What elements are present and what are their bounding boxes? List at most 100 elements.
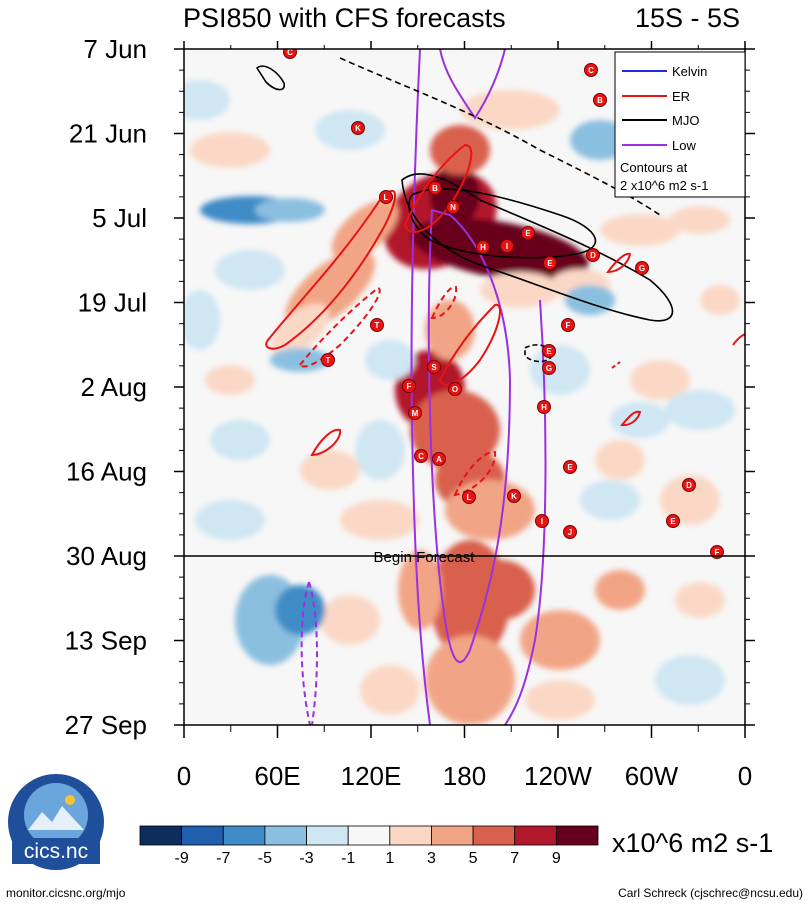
storm-marker-symbol: [542, 361, 556, 375]
field-blob: [465, 560, 535, 620]
y-tick-label: 27 Sep: [65, 710, 147, 740]
colorbar-swatch: [472, 825, 516, 846]
storm-marker-symbol: [414, 449, 428, 463]
field-blob: [660, 475, 720, 525]
y-tick-label: 2 Aug: [80, 372, 147, 402]
legend-label-er: ER: [672, 89, 690, 104]
storm-marker: E: [521, 226, 535, 240]
storm-marker-symbol: [542, 344, 556, 358]
field-blob: [205, 365, 255, 395]
colorbar: -9 -7 -5 -3 -1 1 3 5 7 9: [139, 825, 599, 867]
field-blob: [675, 582, 725, 618]
storm-marker: G: [635, 261, 649, 275]
legend-label-kelvin: Kelvin: [672, 64, 707, 79]
colorbar-swatch: [264, 825, 307, 846]
field-blob: [460, 90, 560, 130]
colorbar-swatch: [555, 825, 599, 846]
footer-url: monitor.cicsnc.org/mjo: [6, 886, 126, 900]
colorbar-swatch: [139, 825, 183, 846]
storm-marker-symbol: [521, 226, 535, 240]
storm-marker-letter: J: [568, 528, 572, 537]
y-tick-label: 16 Aug: [66, 457, 147, 487]
storm-marker: O: [448, 382, 462, 396]
storm-marker-letter: N: [450, 203, 456, 212]
storm-marker-symbol: [586, 248, 600, 262]
storm-marker-symbol: [462, 490, 476, 504]
storm-marker-symbol: [543, 256, 557, 270]
colorbar-swatch: [347, 825, 391, 846]
y-tick-label: 7 Jun: [83, 34, 147, 64]
storm-marker: D: [586, 248, 600, 262]
field-blob: [425, 300, 475, 360]
colorbar-label: 7: [510, 850, 519, 867]
storm-marker-letter: K: [511, 492, 517, 501]
storm-marker-symbol: [535, 514, 549, 528]
field-blob: [445, 480, 535, 540]
field-blob: [610, 402, 670, 438]
field-blob: [480, 272, 560, 308]
legend-note-line2: 2 x10^6 m2 s-1: [620, 178, 708, 193]
y-tick-label: 13 Sep: [65, 626, 147, 656]
colorbar-swatch: [306, 825, 349, 846]
field-blob: [215, 250, 285, 290]
storm-marker: E: [542, 344, 556, 358]
field-blob: [525, 680, 595, 720]
storm-marker-symbol: [682, 478, 696, 492]
logo-text: cics.nc: [24, 840, 88, 863]
x-tick-label: 0: [177, 761, 191, 791]
logo-band: [12, 838, 100, 864]
x-tick-label: 120W: [524, 761, 592, 791]
storm-marker-symbol: [370, 318, 384, 332]
storm-marker-symbol: [476, 240, 490, 254]
field-blob: [270, 348, 330, 372]
field-blob: [670, 206, 730, 234]
storm-marker-letter: L: [467, 493, 472, 502]
region-label: 15S - 5S: [635, 3, 740, 33]
storm-marker: M: [408, 406, 422, 420]
storm-marker-symbol: [408, 406, 422, 420]
storm-marker: C: [414, 449, 428, 463]
storm-marker-symbol: [563, 460, 577, 474]
storm-marker-symbol: [584, 63, 598, 77]
field-blob: [580, 480, 640, 520]
storm-marker-letter: K: [355, 124, 361, 133]
field-blob: [275, 585, 325, 635]
storm-marker-symbol: [635, 261, 649, 275]
field-blob: [360, 665, 420, 715]
storm-marker-letter: E: [567, 463, 573, 472]
storm-marker-symbol: [666, 514, 680, 528]
colorbar-swatch: [514, 825, 557, 846]
storm-marker: B: [428, 181, 442, 195]
colorbar-label: -5: [258, 850, 272, 867]
storm-marker-letter: E: [670, 517, 676, 526]
storm-marker-letter: O: [452, 385, 458, 394]
field-blob: [210, 420, 270, 460]
chart-title: PSI850 with CFS forecasts: [183, 3, 506, 33]
field-blob: [565, 285, 615, 315]
x-tick-label: 120E: [341, 761, 402, 791]
storm-marker-letter: I: [506, 242, 508, 251]
field-blob: [595, 570, 645, 610]
field-blob: [255, 198, 325, 222]
legend-label-mjo: MJO: [672, 113, 699, 128]
storm-marker: E: [563, 460, 577, 474]
cicsnc-logo: cics.nc: [8, 774, 104, 870]
storm-marker-letter: T: [375, 321, 380, 330]
storm-marker-symbol: [283, 49, 297, 59]
colorbar-label: -3: [299, 850, 313, 867]
storm-marker-letter: E: [546, 347, 552, 356]
field-blob: [520, 610, 600, 670]
storm-marker-symbol: [432, 452, 446, 466]
y-tick-label: 30 Aug: [66, 541, 147, 571]
y-tick-label: 19 Jul: [78, 288, 147, 318]
field-blob: [320, 595, 380, 645]
storm-marker-letter: C: [418, 452, 424, 461]
field-blob: [410, 390, 500, 470]
storm-marker: F: [561, 318, 575, 332]
storm-marker-symbol: [500, 239, 514, 253]
storm-marker: N: [446, 200, 460, 214]
storm-marker-letter: L: [384, 193, 389, 202]
storm-marker-symbol: [402, 379, 416, 393]
colorbar-swatch: [389, 825, 432, 846]
